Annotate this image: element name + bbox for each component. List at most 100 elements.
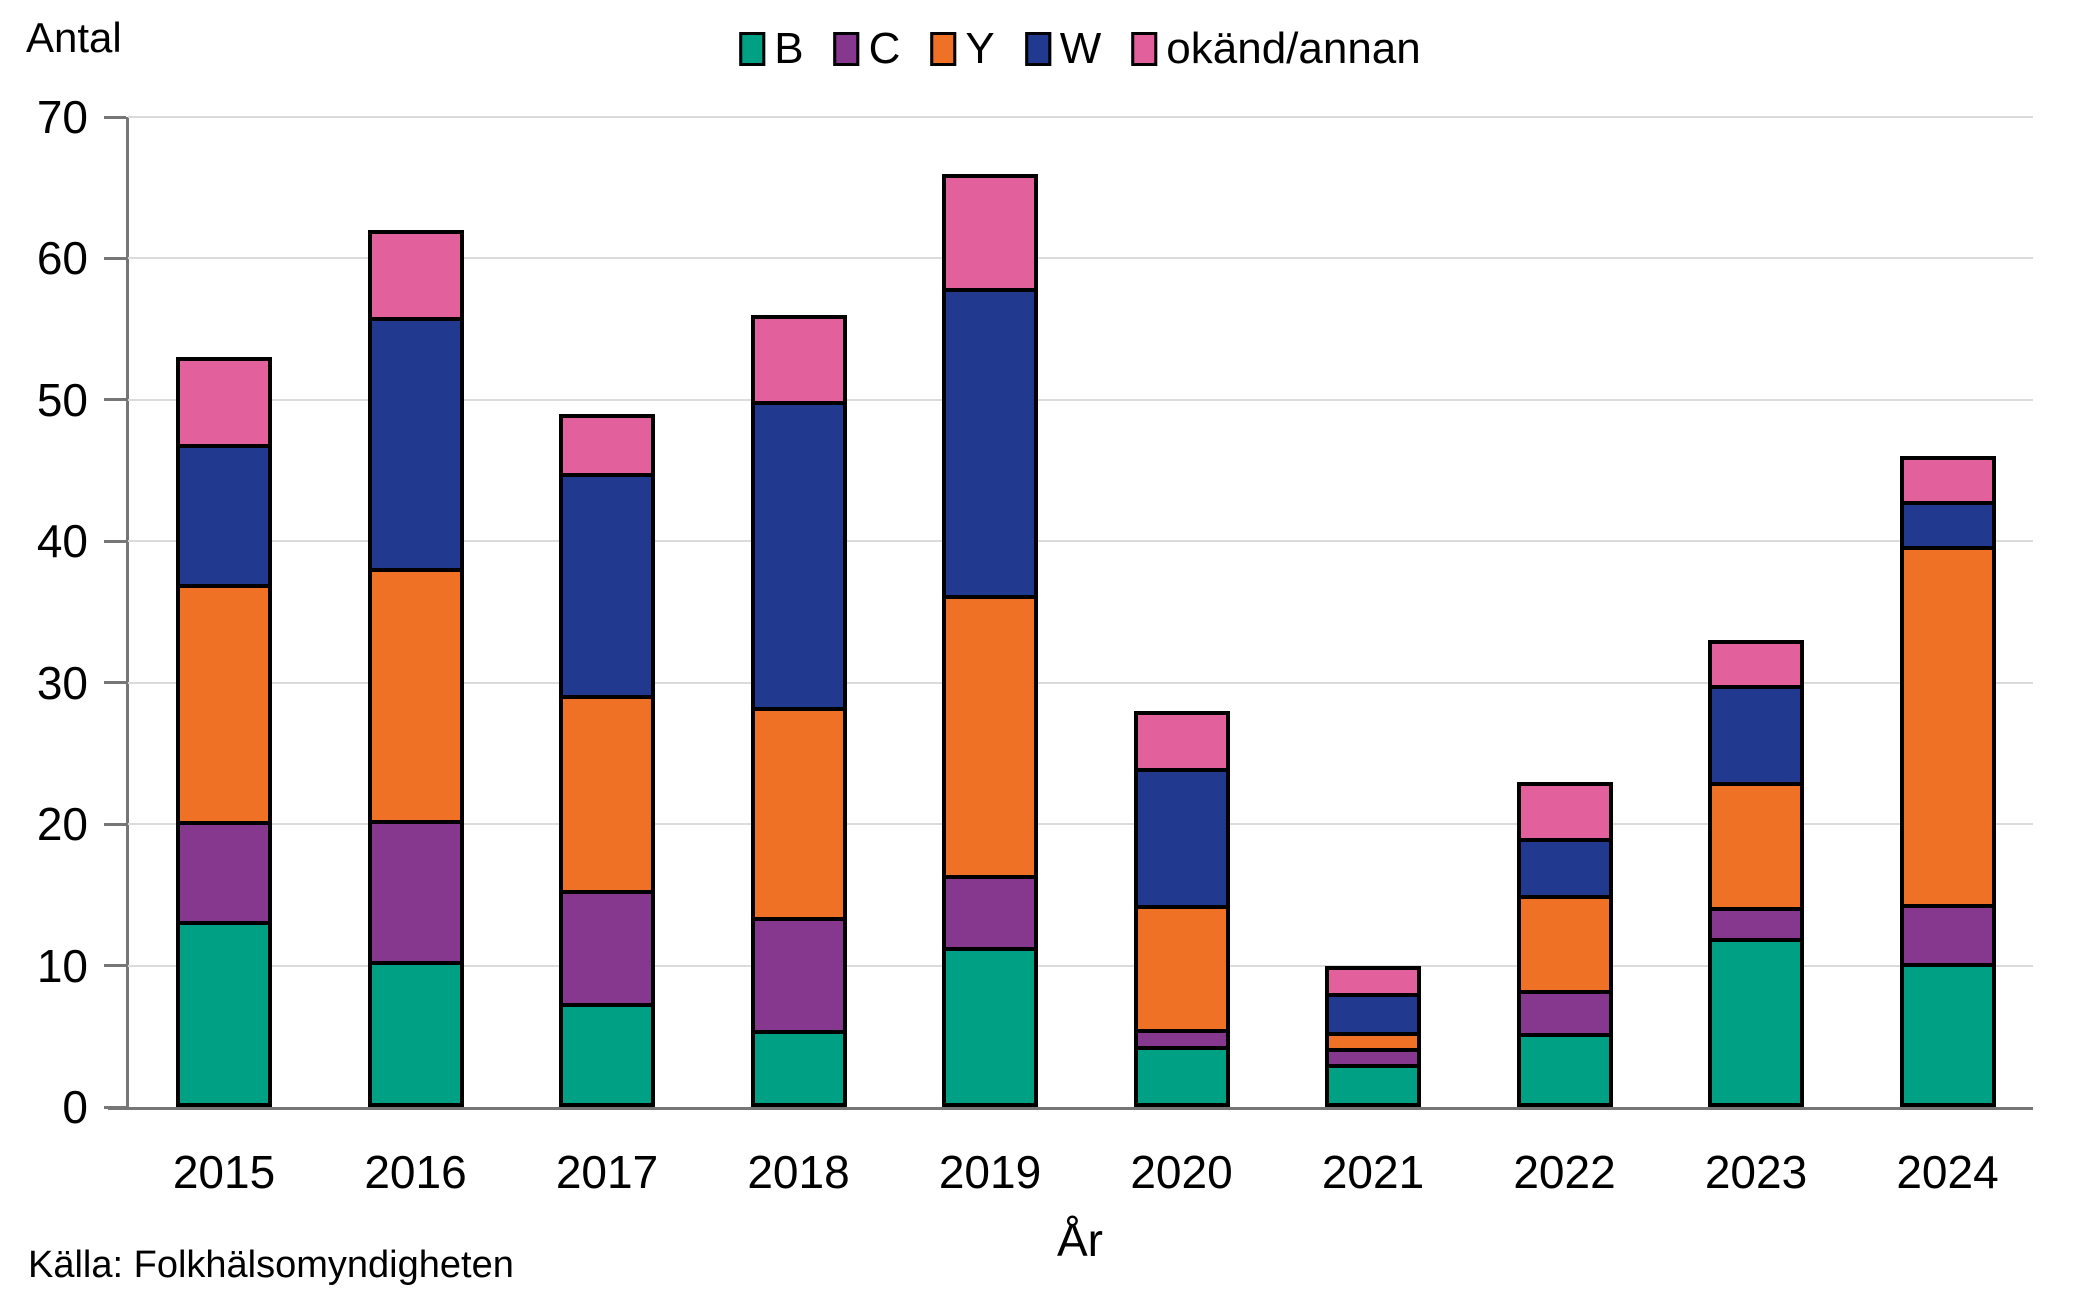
legend-label-C: C xyxy=(868,24,901,73)
bar-2017-segment-okänd/annan xyxy=(563,418,651,477)
y-tick-label-20: 20 xyxy=(36,798,88,851)
legend-swatch-okänd/annan xyxy=(1131,32,1158,66)
bar-2023-segment-C xyxy=(1712,911,1800,943)
bar-2023-segment-Y xyxy=(1712,786,1800,912)
bar-2019-segment-Y xyxy=(946,598,1034,879)
bar-2024-segment-okänd/annan xyxy=(1903,460,1992,506)
legend-label-okänd/annan: okänd/annan xyxy=(1166,24,1421,73)
y-tick-20 xyxy=(104,822,126,826)
bar-2015-segment-Y xyxy=(180,588,268,826)
y-tick-40 xyxy=(104,539,126,543)
gridline-10 xyxy=(128,964,2033,967)
bar-2016-segment-B xyxy=(371,965,460,1103)
y-tick-70 xyxy=(104,115,126,119)
gridline-30 xyxy=(128,681,2033,684)
bar-2018-segment-Y xyxy=(754,711,843,921)
x-tick-label-2017: 2017 xyxy=(555,1146,659,1198)
bar-2022-segment-W xyxy=(1520,842,1609,899)
bar-2022-segment-okänd/annan xyxy=(1520,785,1609,843)
bar-2022-segment-B xyxy=(1520,1037,1609,1103)
legend-swatch-Y xyxy=(930,32,957,66)
plot-area: 0 10 20 30 40 50 60 70 xyxy=(37,91,2033,1133)
y-tick-label-60: 60 xyxy=(36,232,88,285)
gridline-60 xyxy=(128,257,2033,260)
bar-2019 xyxy=(942,173,1038,1107)
bar-2021-segment-W xyxy=(1329,997,1417,1037)
legend-item-C: C xyxy=(833,24,901,74)
legend-swatch-C xyxy=(833,32,860,66)
bar-2017-segment-C xyxy=(563,894,651,1008)
bar-2020-segment-W xyxy=(1137,772,1226,909)
bar-2018-segment-C xyxy=(754,920,843,1035)
bar-2024 xyxy=(1899,456,1996,1107)
y-axis-title: Antal xyxy=(26,14,122,61)
bar-2021-segment-C xyxy=(1329,1052,1417,1068)
x-tick-label-2015: 2015 xyxy=(172,1146,276,1198)
gridline-20 xyxy=(128,823,2033,826)
legend-label-B: B xyxy=(774,24,804,73)
gridline-70 xyxy=(128,116,2033,118)
y-tick-0 xyxy=(104,1105,126,1109)
bar-2021-segment-Y xyxy=(1329,1036,1417,1053)
bar-2024-segment-C xyxy=(1903,908,1992,967)
y-tick-label-50: 50 xyxy=(36,373,88,426)
bar-2022 xyxy=(1516,781,1613,1107)
bar-2016-segment-W xyxy=(371,320,460,573)
y-tick-label-10: 10 xyxy=(36,939,88,992)
legend-swatch-W xyxy=(1024,32,1051,66)
bar-2023-segment-W xyxy=(1712,688,1800,787)
bar-2021-segment-okänd/annan xyxy=(1329,969,1417,998)
bar-2020-segment-B xyxy=(1137,1049,1226,1103)
bar-2020-segment-Y xyxy=(1137,909,1226,1033)
y-tick-label-30: 30 xyxy=(36,656,88,709)
bar-2016 xyxy=(367,230,464,1107)
legend-item-B: B xyxy=(739,24,804,74)
bar-2015-segment-B xyxy=(180,925,268,1104)
bar-2023 xyxy=(1708,640,1804,1107)
gridline-50 xyxy=(128,398,2033,401)
bar-2018-segment-W xyxy=(754,405,843,711)
x-tick-label-2022: 2022 xyxy=(1513,1146,1616,1198)
bar-2019-segment-W xyxy=(946,291,1034,599)
y-tick-label-40: 40 xyxy=(36,515,88,568)
bar-2017-segment-W xyxy=(563,476,651,700)
bar-2015-segment-W xyxy=(180,447,268,589)
x-tick-label-2018: 2018 xyxy=(747,1146,850,1198)
y-tick-50 xyxy=(104,398,126,402)
x-tick-label-2024: 2024 xyxy=(1896,1146,1999,1198)
bar-2015 xyxy=(176,357,272,1107)
bar-2024-segment-B xyxy=(1903,966,1992,1103)
legend-label-W: W xyxy=(1059,24,1102,73)
x-tick-label-2021: 2021 xyxy=(1321,1146,1425,1198)
bar-2015-segment-C xyxy=(180,825,268,926)
x-axis-title: År xyxy=(1057,1214,1103,1266)
y-tick-label-70: 70 xyxy=(36,91,88,143)
bar-2021 xyxy=(1325,965,1421,1107)
bar-2016-segment-Y xyxy=(371,572,460,824)
bar-2018 xyxy=(750,315,847,1107)
source-note: Källa: Folkhälsomyndigheten xyxy=(28,1244,514,1286)
x-tick-label-2019: 2019 xyxy=(938,1146,1042,1198)
bar-2017 xyxy=(559,414,655,1107)
x-tick-label-2023: 2023 xyxy=(1704,1146,1808,1198)
x-tick-label-2016: 2016 xyxy=(364,1146,467,1198)
x-axis-line xyxy=(108,1107,2033,1110)
bar-2021-segment-B xyxy=(1329,1067,1417,1104)
bar-2016-segment-okänd/annan xyxy=(371,234,460,321)
bar-2020 xyxy=(1133,711,1230,1107)
bar-2016-segment-C xyxy=(371,823,460,966)
bar-2018-segment-B xyxy=(754,1034,843,1104)
bar-2017-segment-B xyxy=(563,1007,651,1103)
y-tick-label-0: 0 xyxy=(62,1081,88,1133)
gridline-40 xyxy=(128,540,2033,543)
x-tick-label-2020: 2020 xyxy=(1130,1146,1233,1198)
bar-2020-segment-okänd/annan xyxy=(1137,715,1226,773)
y-tick-10 xyxy=(104,964,126,968)
bar-2023-segment-B xyxy=(1712,942,1800,1103)
bar-2024-segment-W xyxy=(1903,505,1992,551)
y-axis-line xyxy=(126,117,129,1107)
bar-2017-segment-Y xyxy=(563,699,651,895)
bar-2015-segment-okänd/annan xyxy=(180,361,268,448)
